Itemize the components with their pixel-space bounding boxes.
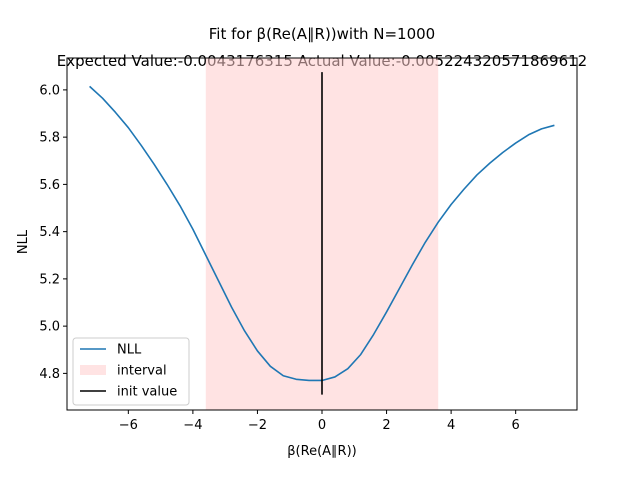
y-tick-label: 5.0 (39, 320, 60, 335)
y-tick-label: 6.0 (39, 83, 60, 98)
legend-label: init value (117, 385, 177, 400)
plot-area: −6 −4 −2 0 2 4 6 4.8 5.0 5.2 5.4 5.6 5.8 6.0 NLL interv… (39, 57, 578, 433)
x-tick-label: −2 (248, 418, 267, 433)
chart-title-line1: Fit for β(Re(A∥R))with N=1000 (209, 25, 435, 43)
legend: NLL interval init value (72, 337, 190, 406)
y-tick-label: 5.2 (39, 272, 60, 287)
x-tick-label: 0 (318, 418, 326, 433)
legend-swatch-interval (80, 365, 106, 375)
legend-label: NLL (117, 343, 142, 358)
x-tick-label: −6 (119, 418, 138, 433)
y-axis-label: NLL (16, 229, 31, 254)
y-tick-label: 5.4 (39, 225, 60, 240)
x-axis-label: β(Re(A∥R)) (287, 444, 356, 459)
x-tick-label: 6 (512, 418, 520, 433)
y-tick-label: 4.8 (39, 367, 60, 382)
legend-box (72, 337, 190, 406)
x-tick-label: 2 (382, 418, 390, 433)
y-tick-label: 5.8 (39, 131, 60, 146)
x-tick-label: 4 (447, 418, 455, 433)
legend-label: interval (117, 364, 167, 379)
x-tick-label: −4 (183, 418, 202, 433)
y-tick-label: 5.6 (39, 178, 60, 193)
